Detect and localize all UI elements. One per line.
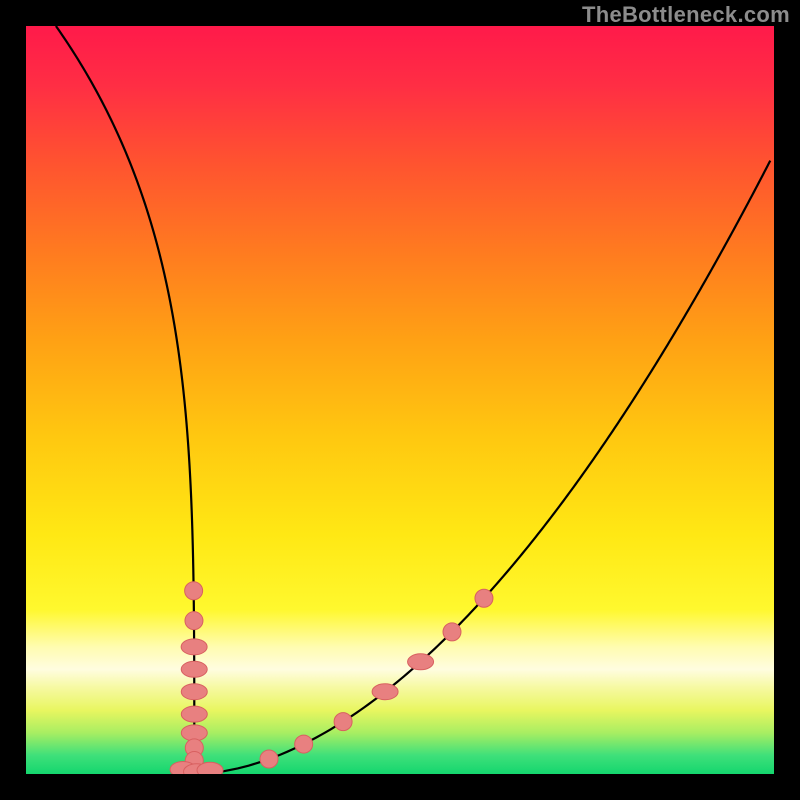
data-marker <box>181 661 207 677</box>
data-marker <box>185 582 203 600</box>
chart-svg <box>26 26 774 774</box>
data-marker <box>475 589 493 607</box>
watermark-text: TheBottleneck.com <box>582 2 790 28</box>
data-marker <box>181 706 207 722</box>
data-marker <box>408 654 434 670</box>
data-marker <box>295 735 313 753</box>
plot-area <box>26 26 774 774</box>
data-marker <box>181 639 207 655</box>
data-marker <box>197 762 223 774</box>
chart-canvas: TheBottleneck.com <box>0 0 800 800</box>
data-marker <box>181 684 207 700</box>
data-marker <box>185 612 203 630</box>
data-marker <box>334 713 352 731</box>
data-marker <box>372 684 398 700</box>
data-marker <box>443 623 461 641</box>
data-marker <box>260 750 278 768</box>
gradient-background <box>26 26 774 774</box>
